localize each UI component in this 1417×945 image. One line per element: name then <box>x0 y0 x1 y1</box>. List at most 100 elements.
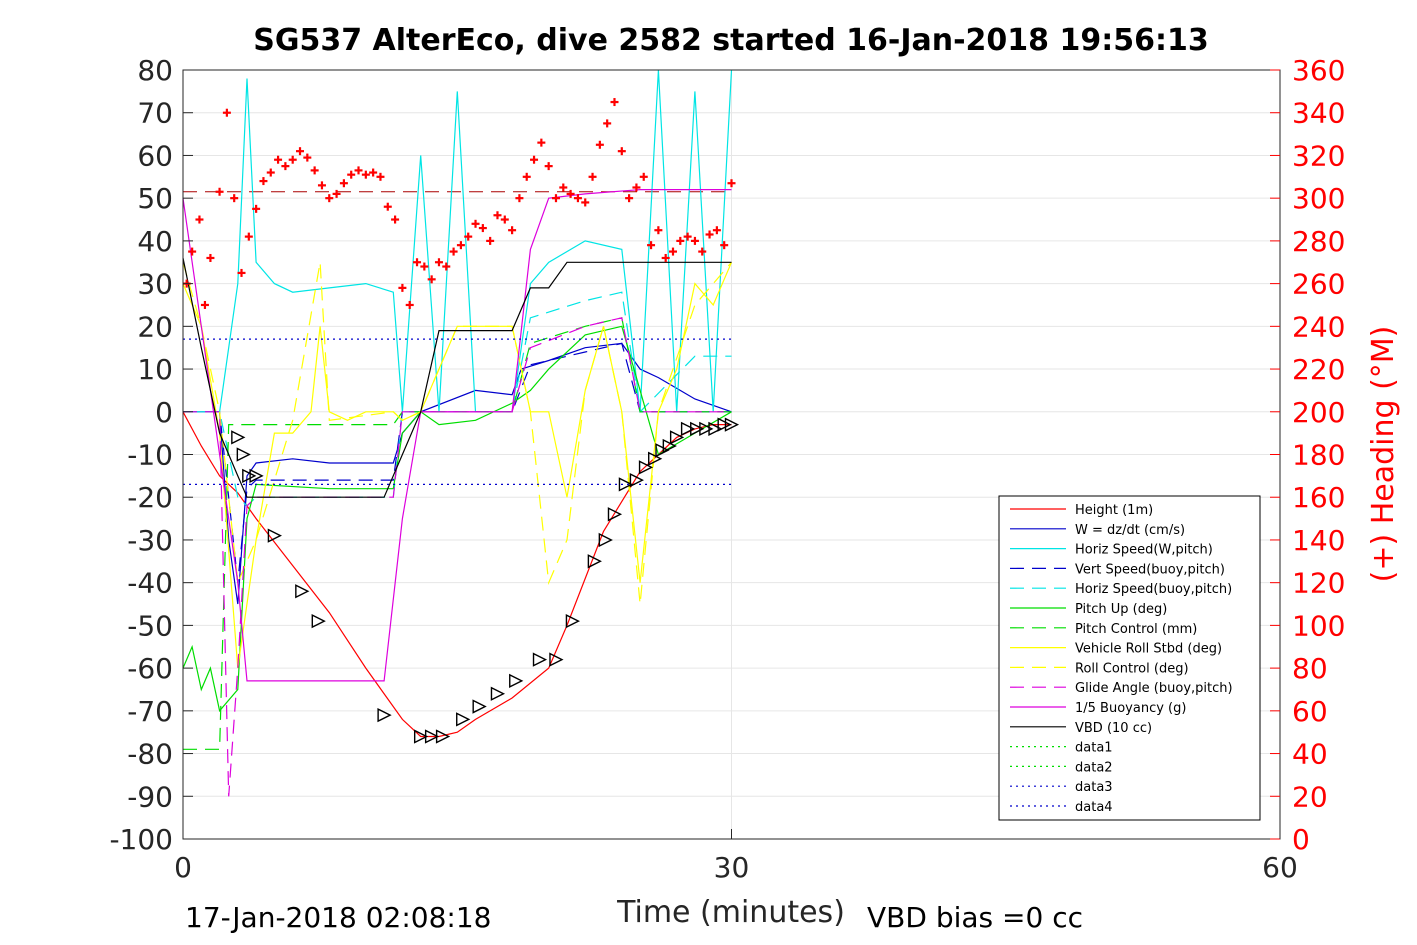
depth-marker <box>680 421 696 436</box>
heading-marker <box>195 215 204 224</box>
heading-marker <box>456 241 465 250</box>
legend-label: Pitch Up (deg) <box>1075 602 1167 617</box>
y-tick-label: -40 <box>127 567 173 600</box>
y-right-tick-label: 340 <box>1292 97 1345 130</box>
heading-marker <box>391 215 400 224</box>
y-right-tick-label: 160 <box>1292 481 1345 514</box>
y-tick-label: 10 <box>137 353 173 386</box>
y-tick-label: 30 <box>137 268 173 301</box>
y-tick-label: 20 <box>137 310 173 343</box>
y-axis-left-ticks: 80 70 60 50 40 30 20 10 0 -10 -20 -30 -40 -50 -60 -70 -8… <box>109 54 193 856</box>
depth-marker <box>618 477 634 492</box>
heading-marker <box>683 232 692 241</box>
heading-marker <box>347 170 356 179</box>
heading-marker <box>617 147 626 156</box>
depth-marker <box>638 460 654 475</box>
heading-marker <box>222 108 231 117</box>
depth-marker <box>565 613 581 629</box>
depth-marker <box>699 421 714 436</box>
y-tick-label: -30 <box>127 524 173 557</box>
heading-marker <box>427 275 436 284</box>
depth-marker <box>717 417 732 432</box>
y-right-tick-label: 280 <box>1292 225 1345 258</box>
y-right-tick-label: 240 <box>1292 310 1345 343</box>
heading-marker <box>500 215 509 224</box>
heading-marker <box>317 181 326 190</box>
series-line <box>183 69 733 413</box>
legend-label: data3 <box>1075 780 1113 795</box>
heading-marker <box>266 168 275 177</box>
series-line <box>183 317 732 750</box>
heading-marker <box>420 262 429 271</box>
y-tick-label: 80 <box>137 54 173 87</box>
y-right-tick-label: 200 <box>1292 396 1345 429</box>
series-line <box>182 257 732 498</box>
heading-marker <box>442 262 451 271</box>
heading-marker <box>252 204 261 213</box>
heading-marker <box>625 194 634 203</box>
depth-marker <box>424 729 440 744</box>
heading-marker <box>383 202 392 211</box>
x-axis-label: Time (minutes) <box>616 895 845 930</box>
heading-marker <box>720 241 729 250</box>
heading-marker <box>206 253 215 262</box>
y-right-tick-label: 120 <box>1292 567 1345 600</box>
depth-marker <box>587 554 602 569</box>
legend-box <box>998 495 1261 821</box>
legend-label: data1 <box>1075 741 1113 756</box>
y-tick-label: -90 <box>127 780 173 813</box>
heading-marker <box>581 198 590 207</box>
depth-marker <box>311 613 326 629</box>
heading-marker <box>376 172 385 181</box>
y-right-tick-label: 60 <box>1292 695 1328 728</box>
heading-marker <box>705 230 714 239</box>
depth-marker <box>377 707 392 723</box>
heading-marker <box>515 194 524 203</box>
series-line <box>182 189 732 682</box>
y-tick-label: 70 <box>137 97 173 130</box>
heading-marker <box>610 98 619 107</box>
y-tick-label: -20 <box>127 481 173 514</box>
heading-marker <box>654 226 663 235</box>
legend-label: 1/5 Buoyancy (g) <box>1075 701 1186 716</box>
y-right-tick-label: 360 <box>1292 54 1345 87</box>
depth-marker <box>435 729 451 744</box>
depth-marker <box>236 447 251 462</box>
depth-marker <box>724 417 740 432</box>
depth-marker <box>242 468 257 483</box>
heading-marker <box>668 247 677 256</box>
heading-marker <box>332 189 341 198</box>
heading-marker <box>690 236 699 245</box>
heading-marker <box>464 232 473 241</box>
heading-marker <box>296 147 305 156</box>
heading-marker <box>508 226 517 235</box>
series-line <box>183 317 732 797</box>
heading-marker <box>398 283 407 292</box>
heading-marker <box>698 247 707 256</box>
series-line <box>183 342 732 583</box>
heading-marker <box>639 172 648 181</box>
legend-label: Horiz Speed(W,pitch) <box>1075 543 1213 558</box>
heading-marker <box>530 155 539 164</box>
depth-marker <box>598 532 613 548</box>
heading-marker <box>676 236 685 245</box>
heading-marker <box>712 226 721 235</box>
heading-marker <box>413 258 422 267</box>
legend-label: Height (1m) <box>1075 503 1153 518</box>
heading-marker <box>537 138 546 147</box>
depth-marker <box>509 673 524 689</box>
heading-marker <box>551 194 560 203</box>
depth-marker <box>267 528 282 543</box>
legend-label: data2 <box>1075 760 1113 775</box>
depth-marker <box>231 430 246 445</box>
heading-marker <box>369 168 378 177</box>
legend-label: Vert Speed(buoy,pitch) <box>1075 562 1225 577</box>
footer-timestamp: 17-Jan-2018 02:08:18 <box>185 901 491 934</box>
depth-marker <box>607 507 623 522</box>
heading-marker <box>434 258 443 267</box>
heading-marker <box>544 162 553 171</box>
heading-marker <box>573 194 582 203</box>
depth-marker <box>662 438 677 454</box>
heading-marker <box>339 179 348 188</box>
heading-marker <box>354 166 363 175</box>
